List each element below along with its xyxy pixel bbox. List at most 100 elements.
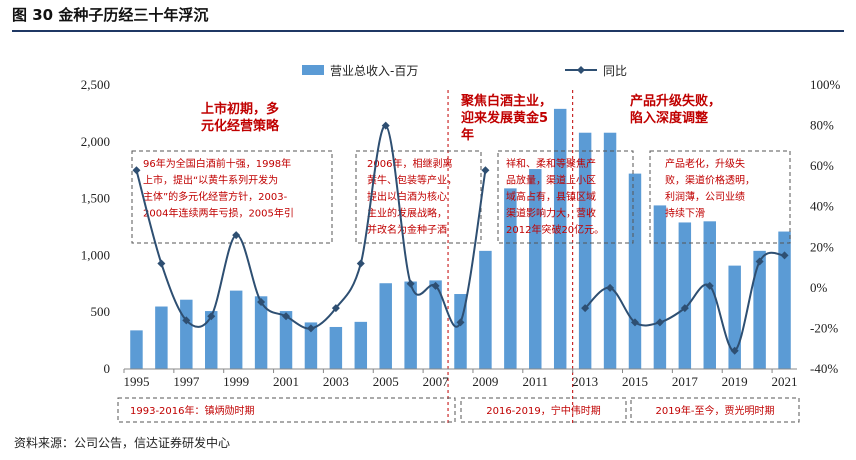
- text-box: [497, 150, 634, 244]
- yoy-point: [257, 298, 266, 307]
- x-tick-label: 2011: [523, 374, 549, 389]
- text-box-line: 败，渠道价格透明，: [665, 174, 755, 187]
- phase-headline-line: 陷入深度调整: [630, 110, 709, 126]
- revenue-bar: [304, 322, 318, 369]
- text-box: [649, 150, 791, 244]
- title-rule: [12, 30, 844, 32]
- yoy-point: [232, 231, 241, 240]
- yoy-point: [157, 259, 166, 268]
- x-tick-label: 2007: [423, 374, 450, 389]
- x-tick-label: 2015: [622, 374, 648, 389]
- chart: 96年为全国白酒前十强，1998年上市，提出“以黄牛系列开发为主体”的多元化经营…: [81, 64, 841, 425]
- revenue-bar: [379, 283, 392, 369]
- yoy-point: [331, 304, 340, 313]
- phase-dividers: [447, 90, 574, 425]
- x-tick-label: 2013: [572, 374, 598, 389]
- legend-line-label: 同比: [603, 64, 627, 78]
- revenue-bar: [205, 311, 218, 369]
- x-tick-label: 1995: [123, 374, 149, 389]
- revenue-bar: [254, 296, 268, 369]
- revenue-bars: [130, 108, 791, 369]
- yoy-point: [680, 304, 689, 313]
- yoy-point: [406, 279, 415, 288]
- phase-headline-line: 年: [461, 127, 474, 143]
- yoy-point: [481, 166, 490, 175]
- revenue-bar: [703, 221, 716, 369]
- revenue-bar: [329, 326, 343, 369]
- x-tick-label: 2003: [323, 374, 349, 389]
- text-box-line: 并改名为金种子酒: [367, 223, 447, 236]
- y-right-tick-label: 0%: [810, 280, 828, 295]
- text-box-line: 黄牛、包装等产业，: [367, 174, 457, 187]
- text-box-line: 域高占有，县镇区域: [506, 190, 596, 203]
- text-box-line: 主业的发展战略，: [367, 207, 447, 220]
- revenue-bar: [603, 132, 617, 369]
- revenue-bar: [653, 205, 667, 369]
- x-tick-label: 2021: [772, 374, 798, 389]
- y-right-tick-label: 20%: [810, 239, 834, 254]
- y-left-tick-label: 1,500: [81, 191, 110, 206]
- yoy-point: [282, 312, 291, 321]
- y-right-tick-label: -20%: [810, 320, 838, 335]
- x-tick-label: 2019: [722, 374, 748, 389]
- text-box-line: 提出以白酒为核心: [367, 190, 447, 203]
- yoy-point: [381, 121, 390, 130]
- y-left-tick-label: 2,500: [81, 77, 110, 92]
- yoy-point: [780, 251, 789, 260]
- revenue-bar: [130, 330, 143, 369]
- yoy-point: [606, 283, 615, 292]
- y-left-tick-label: 500: [91, 304, 111, 319]
- revenue-bar: [553, 108, 567, 369]
- era-box: [117, 397, 456, 423]
- y-right-tick-label: 100%: [810, 77, 841, 92]
- phase-headline-line: 上市初期，多: [201, 101, 279, 117]
- source-note: 资料来源：公司公告，信达证券研发中心: [14, 436, 231, 450]
- yoy-point: [356, 259, 365, 268]
- annotation-boxes: 96年为全国白酒前十强，1998年上市，提出“以黄牛系列开发为主体”的多元化经营…: [131, 150, 791, 244]
- revenue-bar: [279, 311, 293, 369]
- y-left-tick-label: 1,000: [81, 247, 110, 262]
- yoy-point: [182, 316, 191, 325]
- phase-headline-line: 聚焦白酒主业，: [460, 93, 552, 109]
- legend: 营业总收入-百万 同比: [302, 64, 627, 78]
- era-boxes: 1993-2016年：镇炳勋时期 2016-2019，宁中伟时期 2019年-至今，…: [117, 397, 800, 423]
- revenue-bar: [578, 132, 592, 369]
- axes: 0 500 1,000 1,500 2,000 2,500 -40% -20% 0% 20% 40%…: [81, 77, 841, 389]
- text-box-line: 上市，提出“以黄牛系列开发为: [143, 174, 278, 187]
- x-tick-label: 2001: [273, 374, 299, 389]
- revenue-bar: [529, 169, 542, 369]
- yoy-point: [431, 281, 440, 290]
- text-box-line: 品放量，渠道上小区: [506, 174, 596, 187]
- revenue-bar: [180, 299, 193, 369]
- x-tick-label: 1999: [223, 374, 249, 389]
- y-right-tick-label: 40%: [810, 199, 834, 214]
- revenue-bar: [778, 231, 791, 369]
- era-box: [460, 397, 627, 423]
- phase-headline-line: 产品升级失败，: [630, 93, 721, 109]
- x-tick-label: 2017: [672, 374, 699, 389]
- yoy-point: [207, 312, 216, 321]
- text-box-line: 持续下滑: [665, 207, 705, 220]
- revenue-bar: [628, 173, 642, 369]
- text-box-line: 2004年连续两年亏损，2005年引: [143, 207, 294, 220]
- era-label: 2019年-至今，贾光明时期: [655, 404, 774, 417]
- revenue-bar: [354, 321, 368, 369]
- yoy-point: [306, 324, 315, 333]
- yoy-point: [456, 318, 465, 327]
- text-box-line: 产品老化，升级失: [665, 157, 745, 170]
- legend-bar-swatch: [302, 65, 324, 75]
- y-right-tick-label: 80%: [810, 118, 834, 133]
- x-tick-label: 1997: [173, 374, 200, 389]
- legend-line-marker: [577, 66, 585, 74]
- yoy-point: [132, 166, 141, 175]
- revenue-bar: [504, 188, 517, 369]
- y-right-tick-label: 60%: [810, 158, 834, 173]
- yoy-point: [755, 257, 764, 266]
- era-box: [630, 397, 800, 423]
- revenue-bar: [429, 280, 442, 369]
- yoy-point: [655, 318, 664, 327]
- text-box-line: 祥和、柔和等聚焦产: [506, 157, 596, 170]
- phase-headline-line: 迎来发展黄金5: [461, 110, 548, 126]
- text-box-line: 利润薄，公司业绩: [665, 190, 745, 203]
